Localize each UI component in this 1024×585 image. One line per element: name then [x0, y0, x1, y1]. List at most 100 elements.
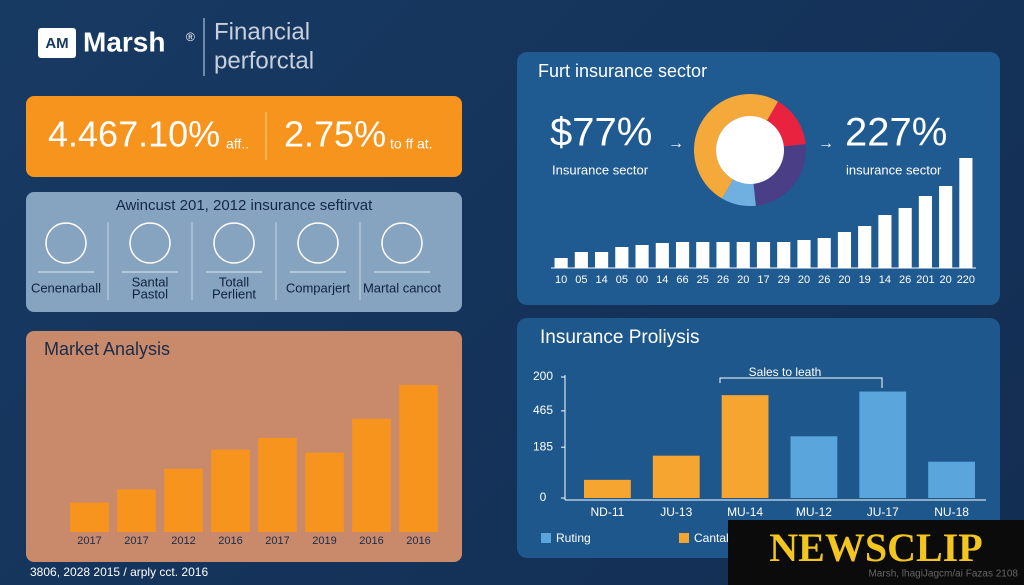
bar: [584, 479, 631, 498]
x-tick-label: JU-13: [660, 505, 692, 519]
x-tick-label: 29: [778, 274, 790, 286]
annotation: Sales to leath: [749, 365, 822, 379]
sector-value: $77%: [550, 111, 652, 155]
bar: [721, 395, 769, 498]
x-tick-label: 17: [757, 274, 769, 286]
x-tick-label: 20: [737, 274, 749, 286]
feature-label: Santal: [132, 274, 169, 289]
feature-label: Pastol: [132, 286, 168, 301]
arrow: →: [668, 135, 684, 152]
arrow: →: [818, 135, 834, 152]
bar: [696, 242, 710, 268]
x-tick-label: 2016: [359, 535, 383, 547]
y-tick-label: 185: [533, 439, 553, 453]
sector-title: Furt insurance sector: [538, 61, 707, 81]
bar: [858, 226, 872, 268]
x-tick-label: 66: [676, 274, 688, 286]
bar: [959, 158, 973, 268]
header-title: perforctal: [214, 47, 314, 74]
feature-icon: [213, 222, 255, 264]
x-tick-label: 2016: [218, 535, 242, 547]
annotation-bracket: [719, 377, 883, 388]
reg: ®: [186, 30, 195, 44]
bar: [164, 468, 203, 532]
bar: [117, 489, 156, 532]
bar: [655, 243, 669, 268]
x-tick-label: 2016: [406, 535, 430, 547]
legend-label: Ruting: [556, 531, 591, 545]
x-tick-label: NU-18: [934, 505, 969, 519]
bar: [595, 252, 609, 268]
x-tick-label: 05: [575, 274, 587, 286]
bar: [736, 242, 750, 268]
bar: [554, 258, 568, 268]
chart-title: Insurance Proliysis: [540, 327, 699, 348]
x-tick-label: ND-11: [591, 505, 625, 519]
bar: [756, 242, 771, 268]
sector-label: insurance sector: [846, 162, 942, 177]
bar: [305, 452, 344, 532]
footer: 3806, 2028 2015 / arply cct. 2016: [30, 565, 208, 579]
feature-label: Comparjert: [286, 280, 351, 295]
kpi-panel: [26, 96, 462, 177]
features-panel: [26, 192, 462, 312]
watermark-box: [728, 520, 1024, 585]
kpi-value: 2.75%: [284, 114, 386, 155]
header-title: Financial: [214, 18, 310, 45]
chart-title: Market Analysis: [44, 339, 170, 359]
x-tick-label: 14: [595, 274, 607, 286]
feature-icon: [381, 222, 423, 264]
bar: [399, 385, 438, 532]
bar: [797, 240, 811, 268]
bar: [777, 242, 791, 268]
x-tick-label: 00: [636, 274, 648, 286]
x-tick-label: MU-12: [796, 505, 832, 519]
feature-icon: [297, 222, 339, 264]
bar: [790, 436, 838, 498]
x-tick-label: MU-14: [727, 505, 763, 519]
brand: Marsh: [83, 26, 165, 57]
pie-slice: [767, 101, 806, 147]
x-tick-label: 14: [656, 274, 668, 286]
x-tick-label: 10: [555, 274, 567, 286]
pie-slice: [722, 179, 756, 206]
feature-icon: [45, 222, 87, 264]
x-tick-label: 20: [940, 274, 952, 286]
x-tick-label: 2012: [171, 535, 195, 547]
x-tick-label: 05: [616, 274, 628, 286]
legend-swatch: [679, 533, 689, 543]
kpi-suffix: aff..: [226, 136, 249, 152]
bar: [817, 238, 831, 268]
x-tick-label: 14: [879, 274, 891, 286]
y-tick-label: 200: [533, 369, 553, 383]
bar: [878, 215, 892, 268]
sector-value: 227%: [845, 111, 947, 155]
x-tick-label: 20: [838, 274, 850, 286]
y-tick-label: 465: [533, 403, 553, 417]
bar: [258, 437, 297, 532]
bar: [859, 391, 907, 498]
x-tick-label: 20: [798, 274, 810, 286]
feature-label: Totall: [219, 274, 249, 289]
x-tick-label: 2019: [312, 535, 336, 547]
bar: [70, 502, 109, 532]
x-tick-label: 2017: [77, 535, 101, 547]
bar: [675, 242, 690, 268]
x-tick-label: 201: [916, 274, 934, 286]
x-tick-label: 2017: [265, 535, 289, 547]
sector-label: Insurance sector: [552, 162, 649, 177]
x-tick-label: 26: [818, 274, 830, 286]
legend-swatch: [541, 533, 551, 543]
feature-icon: [129, 222, 171, 264]
bar: [716, 242, 730, 268]
x-tick-label: 26: [717, 274, 729, 286]
bar: [574, 252, 588, 268]
features-title: Awincust 201, 2012 insurance seftirvat: [116, 197, 373, 214]
bar: [928, 461, 975, 498]
bar: [615, 247, 629, 268]
x-tick-label: 220: [957, 274, 975, 286]
logo-box: [38, 28, 76, 58]
